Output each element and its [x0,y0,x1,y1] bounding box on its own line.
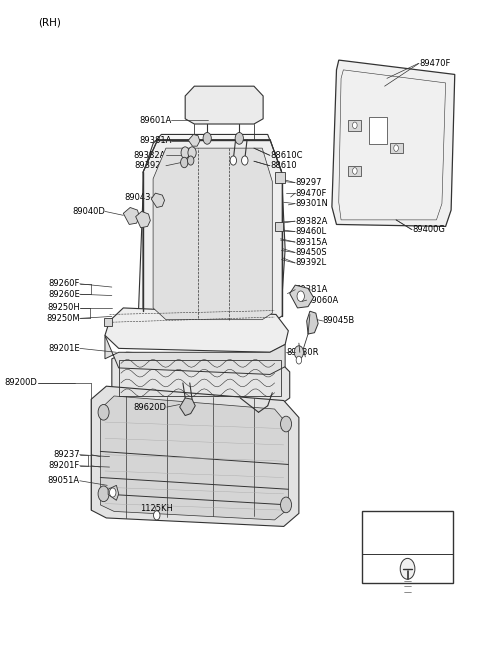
Polygon shape [332,60,455,227]
Text: 89392L: 89392L [295,259,326,267]
Text: 89200D: 89200D [5,379,37,388]
Text: 89460L: 89460L [295,227,326,236]
Circle shape [230,156,237,165]
Text: 89201F: 89201F [48,461,80,470]
Text: 89040D: 89040D [72,207,105,216]
Text: 89620D: 89620D [134,403,167,411]
Polygon shape [136,212,150,228]
Circle shape [203,132,211,144]
Circle shape [188,147,196,159]
Text: 89051A: 89051A [48,476,80,485]
Circle shape [154,511,160,520]
Polygon shape [105,308,288,352]
Text: 88610C: 88610C [270,151,302,160]
Circle shape [109,488,116,497]
Circle shape [241,156,248,165]
Circle shape [235,132,243,144]
Bar [362,512,454,583]
Text: 89260F: 89260F [48,279,80,288]
Text: (RH): (RH) [38,17,61,28]
Polygon shape [307,311,318,334]
Text: 89297: 89297 [295,178,322,187]
Text: 88610: 88610 [270,161,297,170]
Circle shape [400,558,415,579]
Text: 89201E: 89201E [48,344,80,353]
Circle shape [280,416,291,432]
Text: 89237: 89237 [53,450,80,459]
Circle shape [98,404,109,420]
Text: 1125KH: 1125KH [140,504,173,514]
Text: 86549: 86549 [384,540,410,548]
Text: 89043: 89043 [124,193,151,202]
Text: 89601A: 89601A [139,115,171,124]
Circle shape [394,145,398,151]
Circle shape [297,291,304,301]
Circle shape [181,147,189,159]
Text: 89045B: 89045B [323,316,355,326]
Text: 89382A: 89382A [133,151,166,160]
Bar [348,120,361,130]
Polygon shape [290,285,313,308]
Text: 89301N: 89301N [295,199,328,208]
Bar [119,360,281,396]
Circle shape [280,497,291,513]
Text: 89060A: 89060A [307,295,339,305]
Bar [369,117,387,143]
Polygon shape [91,386,299,527]
Text: 89381A: 89381A [139,136,171,145]
Polygon shape [188,134,200,146]
Polygon shape [108,485,119,500]
Text: 89470F: 89470F [419,59,450,68]
Polygon shape [185,86,263,124]
Text: 89315A: 89315A [295,238,327,246]
Text: 89250H: 89250H [47,303,80,312]
Bar [348,166,361,176]
Polygon shape [100,396,288,520]
Bar [390,143,403,153]
Circle shape [180,157,188,168]
Circle shape [188,156,194,165]
Bar [275,172,285,183]
Text: 89470F: 89470F [295,189,326,198]
Text: 89260E: 89260E [48,290,80,299]
Text: 89250M: 89250M [46,314,80,323]
Text: 89400G: 89400G [412,225,445,234]
Circle shape [294,346,303,359]
Text: 89392L: 89392L [135,161,166,170]
Text: 89450S: 89450S [295,248,327,257]
Polygon shape [153,148,272,320]
Polygon shape [180,398,195,415]
Text: 89382A: 89382A [295,217,327,226]
Circle shape [296,356,301,364]
Bar [104,318,112,326]
Polygon shape [151,193,165,208]
Circle shape [352,168,357,174]
Bar [275,223,283,231]
Polygon shape [138,134,285,321]
Circle shape [352,122,357,128]
Text: 89830R: 89830R [286,348,319,357]
Text: 89381A: 89381A [295,285,327,294]
Polygon shape [123,208,139,225]
Text: 86549: 86549 [393,544,422,552]
Circle shape [98,486,109,502]
Polygon shape [112,352,290,407]
Polygon shape [143,140,282,324]
Polygon shape [105,335,285,375]
